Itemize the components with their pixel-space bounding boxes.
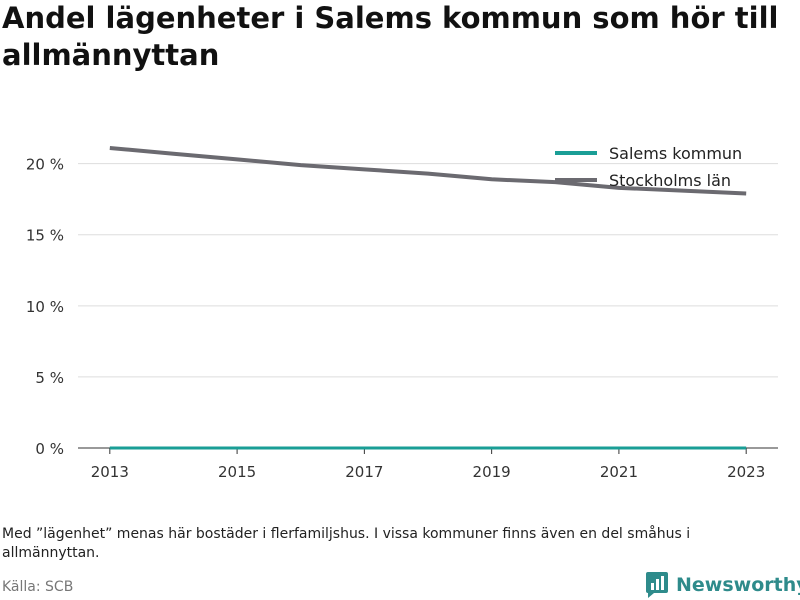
x-axis: 2013 2015 2017 2019 2021 2023	[78, 447, 778, 481]
y-tick-label: 5 %	[35, 369, 64, 387]
x-tick-label: 2017	[345, 463, 383, 481]
legend: Salems kommun Stockholms län	[555, 144, 742, 190]
line-chart: 0 %5 %10 %15 %20 % 2013 2015 2017 2019 2021 2…	[26, 144, 778, 481]
y-tick-label: 0 %	[35, 440, 64, 458]
y-tick-label: 20 %	[26, 156, 64, 174]
x-tick-label: 2023	[727, 463, 765, 481]
chart-title: Andel lägenheter i Salems kommun som hör…	[2, 1, 779, 72]
x-tick-label: 2015	[218, 463, 256, 481]
y-axis: 0 % 5 % 10 % 15 % 20 %	[26, 156, 64, 458]
y-tick-label: 15 %	[26, 227, 64, 245]
x-tick-label: 2019	[473, 463, 511, 481]
newsworthy-logo-icon	[646, 572, 668, 598]
series-line-stockholm	[109, 146, 747, 196]
x-tick-label: 2013	[91, 463, 129, 481]
legend-label: Salems kommun	[609, 144, 742, 163]
footnote: Med ”lägenhet” menas här bostäder i fler…	[2, 526, 691, 561]
series-lines	[109, 146, 747, 450]
brand-logo[interactable]: Newsworthy	[644, 570, 800, 600]
source-label: Källa: SCB	[2, 579, 74, 595]
grid-lines	[78, 163, 778, 378]
brand-name: Newsworthy	[676, 574, 800, 596]
y-tick-label: 10 %	[26, 298, 64, 316]
legend-label: Stockholms län	[609, 171, 731, 190]
x-tick-label: 2021	[600, 463, 638, 481]
